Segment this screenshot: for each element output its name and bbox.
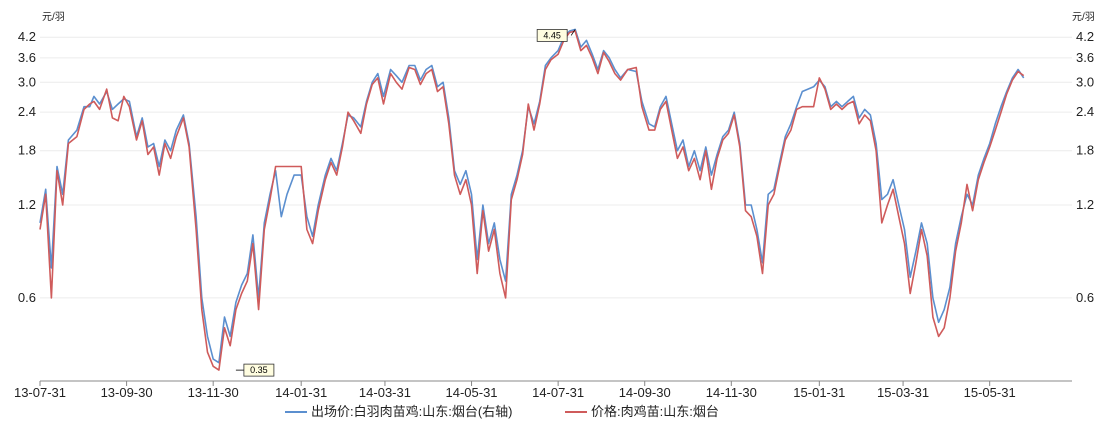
y-tick-label-left: 4.2 xyxy=(18,29,36,44)
x-tick-label: 14-07-31 xyxy=(532,385,584,400)
x-tick-label: 15-03-31 xyxy=(877,385,929,400)
series-layer xyxy=(39,28,1025,371)
y-tick-label-right: 3.6 xyxy=(1076,50,1094,65)
x-tick-label: 13-11-30 xyxy=(188,385,239,400)
x-tick-label: 14-09-30 xyxy=(619,385,671,400)
series-line-1 xyxy=(39,28,1025,364)
legend-label-2: 价格:肉鸡苗:山东:烟台 xyxy=(591,404,719,419)
x-tick-label: 15-05-31 xyxy=(964,385,1016,400)
legend-label-1: 出场价:白羽肉苗鸡:山东:烟台(右轴) xyxy=(311,404,513,419)
x-tick-label: 14-05-31 xyxy=(446,385,498,400)
x-tick-label: 15-01-31 xyxy=(793,385,845,400)
annotation-box xyxy=(536,29,568,42)
y-tick-label-left: 2.4 xyxy=(18,104,36,119)
left-y-tick-labels: 4.2 3.6 3.0 2.4 1.8 1.2 0.6 xyxy=(18,29,36,305)
x-tick-labels: 13-07-31 13-09-30 13-11-30 14-01-31 14-03-31… xyxy=(14,381,1016,400)
x-tick-label: 14-01-31 xyxy=(275,385,327,400)
annotation-pointer xyxy=(570,29,576,36)
y-tick-label-right: 0.6 xyxy=(1076,290,1094,305)
legend: 出场价:白羽肉苗鸡:山东:烟台(右轴) 价格:肉鸡苗:山东:烟台 xyxy=(285,404,719,419)
series-line-2 xyxy=(39,30,1025,371)
annotation-label: 0.35 xyxy=(250,365,268,375)
annotations: 4.45 0.35 xyxy=(235,29,576,377)
annotation-label: 4.45 xyxy=(543,30,561,40)
y-tick-label-right: 1.8 xyxy=(1076,143,1094,158)
x-tick-label: 14-11-30 xyxy=(706,385,757,400)
gridlines xyxy=(40,36,1072,299)
y-tick-label-left: 0.6 xyxy=(18,290,36,305)
x-tick-label: 13-07-31 xyxy=(14,385,66,400)
y-tick-label-left: 1.2 xyxy=(18,197,36,212)
y-tick-label-left: 1.8 xyxy=(18,143,36,158)
left-axis-unit: 元/羽 xyxy=(42,11,65,23)
y-tick-label-right: 1.2 xyxy=(1076,197,1094,212)
y-tick-label-right: 3.0 xyxy=(1076,74,1094,89)
y-tick-label-right: 2.4 xyxy=(1076,104,1094,119)
y-tick-label-left: 3.0 xyxy=(18,74,36,89)
y-tick-label-left: 3.6 xyxy=(18,50,36,65)
x-tick-label: 13-09-30 xyxy=(101,385,153,400)
right-axis-unit: 元/羽 xyxy=(1072,11,1095,23)
y-tick-label-right: 4.2 xyxy=(1076,29,1094,44)
annotation-box xyxy=(243,363,275,377)
right-y-tick-labels: 4.2 3.6 3.0 2.4 1.8 1.2 0.6 xyxy=(1076,29,1094,305)
x-tick-label: 14-03-31 xyxy=(359,385,411,400)
